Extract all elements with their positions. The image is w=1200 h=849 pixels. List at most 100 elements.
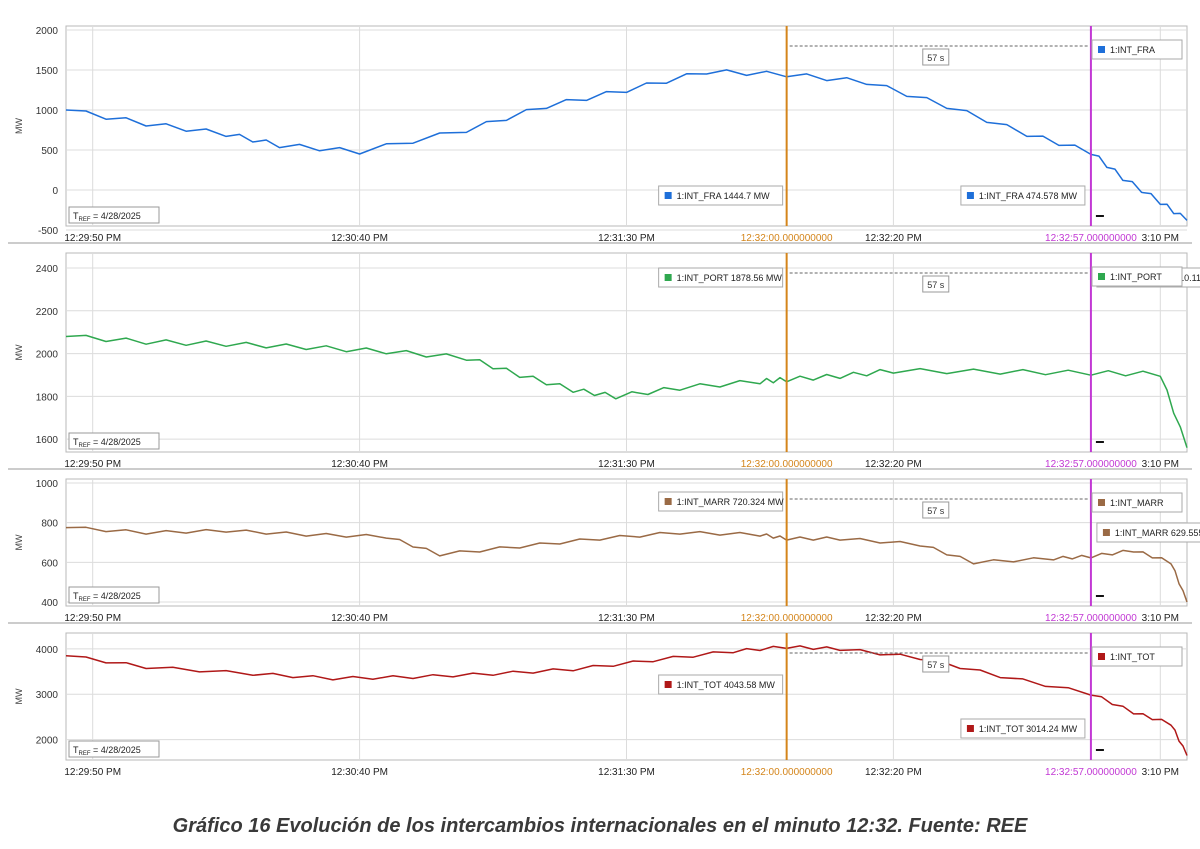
- x-tick-label: 3:10 PM: [1142, 459, 1179, 470]
- legend-swatch: [664, 498, 672, 505]
- legend-box: 1:INT_MARR: [1091, 492, 1183, 513]
- legend-box-frame: [960, 185, 1086, 206]
- y-tick-label: 2000: [36, 736, 59, 747]
- legend-box-frame: [1091, 646, 1183, 667]
- x-tick-label: 12:31:30 PM: [598, 459, 655, 470]
- x-tick-label: 12:30:40 PM: [331, 233, 388, 244]
- y-tick-label: 1500: [36, 66, 59, 77]
- x-tick-label: 12:30:40 PM: [331, 767, 388, 778]
- x-tick-label: 12:32:57.000000000: [1045, 767, 1137, 778]
- legend-swatch: [1098, 46, 1105, 53]
- legend-box: 1:INT_FRA 474.578 MW: [960, 185, 1086, 206]
- legend-text: 1:INT_PORT 1878.56 MW: [677, 273, 783, 283]
- x-tick-label: 3:10 PM: [1142, 613, 1179, 624]
- figure-caption: Gráfico 16 Evolución de los intercambios…: [172, 815, 1028, 837]
- tref-box: [68, 432, 160, 450]
- legend-text: 1:INT_TOT 3014.24 MW: [979, 724, 1078, 734]
- legend-box-frame: [1096, 522, 1200, 543]
- tref-label: TREF = 4/28/2025: [73, 211, 141, 223]
- duration-box: [922, 655, 950, 673]
- x-tick-label: 3:10 PM: [1142, 767, 1179, 778]
- legend-swatch: [664, 274, 672, 281]
- x-tick-label: 12:32:57.000000000: [1045, 233, 1137, 244]
- y-tick-label: 1000: [36, 106, 59, 117]
- tref-box: [68, 586, 160, 604]
- legend-box-frame: [1091, 492, 1183, 513]
- tref-box: [68, 206, 160, 224]
- x-tick-label: 12:32:00.000000000: [741, 767, 833, 778]
- legend-box-frame: [658, 674, 784, 695]
- legend-box-frame: [1091, 39, 1183, 60]
- legend-box: 1:INT_PORT: [1091, 266, 1183, 287]
- y-axis-label: MW: [14, 344, 24, 360]
- series-line: [65, 645, 1188, 756]
- x-tick-label: 12:30:40 PM: [331, 459, 388, 470]
- y-axis-label: MW: [14, 118, 24, 134]
- legend-box-frame: [658, 185, 784, 206]
- x-tick-label: 12:32:20 PM: [865, 613, 922, 624]
- y-tick-label: 1600: [36, 435, 59, 446]
- x-tick-label: 12:32:00.000000000: [741, 233, 833, 244]
- y-tick-label: 800: [41, 519, 58, 530]
- x-tick-label: 12:32:57.000000000: [1045, 613, 1137, 624]
- legend-swatch: [664, 192, 672, 199]
- duration-box: [922, 275, 950, 293]
- tref-label: TREF = 4/28/2025: [73, 437, 141, 449]
- tref-box: [68, 740, 160, 758]
- y-tick-label: 4000: [36, 645, 59, 656]
- legend-box-frame: [960, 718, 1086, 739]
- chart-panel-4: 4000 3000 2000 12:29:50 PM 12:30:40 PM 12:31:…: [14, 632, 1188, 778]
- legend-text: 1:INT_FRA 1444.7 MW: [677, 191, 771, 201]
- legend-box: 1:INT_FRA 1444.7 MW: [658, 185, 784, 206]
- y-axis-label: MW: [14, 688, 24, 704]
- legend-swatch: [1098, 273, 1105, 280]
- legend-swatch: [1098, 499, 1105, 506]
- legend-swatch: [966, 725, 974, 732]
- x-tick-label: 12:31:30 PM: [598, 233, 655, 244]
- duration-box: [922, 501, 950, 519]
- y-tick-label: 1000: [36, 479, 59, 490]
- chart-panel-1: 2000 1500 1000 500 0 -500 12:29:50 PM 12:30:40 …: [8, 25, 1192, 244]
- series-line: [65, 334, 1188, 448]
- x-tick-label: 12:29:50 PM: [64, 459, 121, 470]
- y-tick-label: -500: [38, 226, 58, 237]
- y-tick-label: 2400: [36, 264, 59, 275]
- legend-swatch: [1098, 653, 1105, 660]
- legend-text: 1:INT_MARR: [1110, 498, 1164, 508]
- legend-box: 1:INT_TOT 3014.24 MW: [960, 718, 1086, 739]
- x-tick-label: 12:32:57.000000000: [1045, 459, 1137, 470]
- x-tick-label: 12:29:50 PM: [64, 767, 121, 778]
- x-tick-label: 12:32:00.000000000: [741, 613, 833, 624]
- cursor-marker: [1095, 215, 1104, 217]
- y-tick-label: 1800: [36, 392, 59, 403]
- legend-box: 1:INT_TOT 4043.58 MW: [658, 674, 784, 695]
- y-tick-label: 600: [41, 558, 58, 569]
- legend-text: 1:INT_MARR 720.324 MW: [677, 497, 785, 507]
- chart-panel-2: 2400 2200 2000 1800 1600 12:29:50 PM 12:30:40 …: [8, 252, 1200, 470]
- legend-box: 1:INT_MARR 629.555 MW: [1096, 522, 1200, 543]
- x-tick-label: 12:32:00.000000000: [741, 459, 833, 470]
- x-tick-label: 12:30:40 PM: [331, 613, 388, 624]
- y-tick-label: 0: [52, 186, 58, 197]
- x-tick-label: 12:31:30 PM: [598, 767, 655, 778]
- duration-label: 57 s: [927, 660, 945, 670]
- cursor-marker: [1095, 441, 1104, 443]
- legend-box: 1:INT_FRA: [1091, 39, 1183, 60]
- y-tick-label: 2000: [36, 350, 59, 361]
- legend-box: 1:INT_PORT 1878.56 MW: [658, 267, 784, 288]
- tref-label: TREF = 4/28/2025: [73, 745, 141, 757]
- y-tick-label: 400: [41, 598, 58, 609]
- cursor-marker: [1095, 749, 1104, 751]
- legend-swatch: [966, 192, 974, 199]
- legend-box-frame: [658, 491, 784, 512]
- legend-text: 1:INT_PORT: [1110, 272, 1162, 282]
- x-tick-label: 3:10 PM: [1142, 233, 1179, 244]
- duration-box: [922, 48, 950, 66]
- chart-panel-3: 1000 800 600 400 12:29:50 PM 12:30:40 PM 12:31…: [8, 478, 1200, 624]
- y-tick-label: 3000: [36, 690, 59, 701]
- x-tick-label: 12:31:30 PM: [598, 613, 655, 624]
- legend-text: 1:INT_FRA: [1110, 45, 1155, 55]
- legend-text: 1:INT_FRA 474.578 MW: [979, 191, 1078, 201]
- legend-text: 1:INT_TOT: [1110, 652, 1155, 662]
- duration-label: 57 s: [927, 280, 945, 290]
